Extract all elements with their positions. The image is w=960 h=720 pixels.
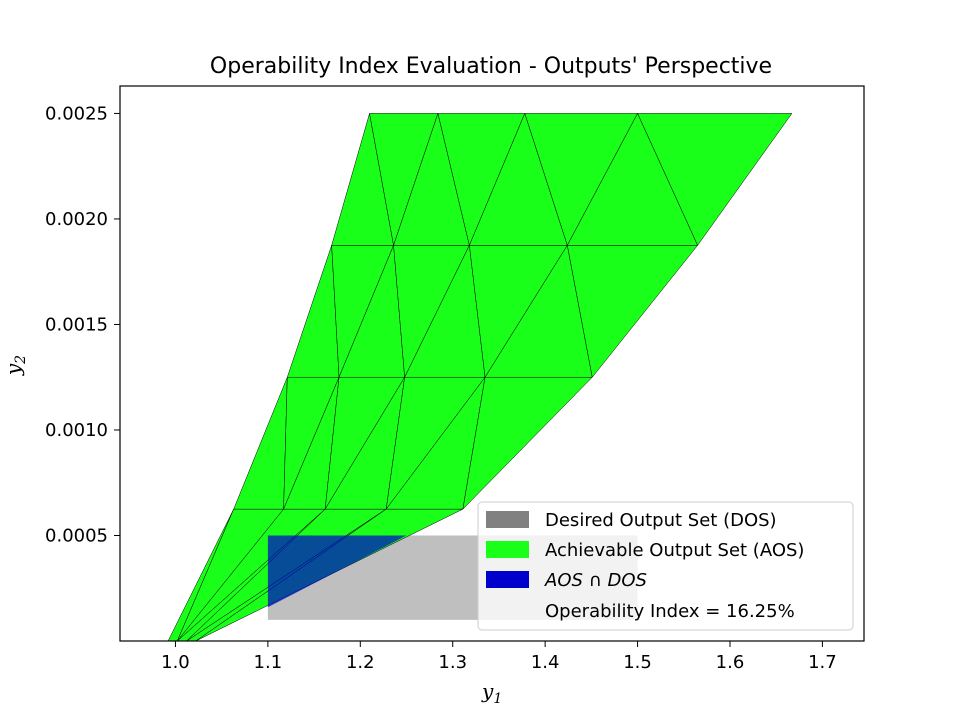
aos-triangle-14 [462, 376, 593, 510]
legend-frame [477, 501, 854, 631]
legend-swatch-aos [486, 541, 529, 558]
plot-content [167, 113, 793, 641]
legend: Desired Output Set (DOS) Achievable Outp… [477, 501, 854, 631]
x-tick-label-0: 1.0 [161, 652, 190, 673]
legend-label-dos: Desired Output Set (DOS) [545, 510, 777, 531]
y-tick-label-1: 0.0010 [45, 420, 108, 441]
legend-label-intersection: AOS ∩ DOS [544, 570, 647, 591]
plot-frame [119, 85, 865, 642]
y-axis-label-main: y [1, 363, 25, 376]
x-tick-label-4: 1.4 [531, 652, 560, 673]
chart-title: Operability Index Evaluation - Outputs' … [210, 54, 772, 79]
legend-label-aos: Achievable Output Set (AOS) [545, 540, 804, 561]
legend-swatch-intersection [486, 571, 529, 588]
aos-triangle-15 [287, 245, 340, 378]
x-axis-label: y1 [481, 679, 502, 707]
x-axis-label-subscript: 1 [493, 691, 502, 707]
x-tick-label-5: 1.5 [623, 652, 652, 673]
y-axis-label-subscript: 2 [13, 355, 29, 365]
plot-area [167, 113, 793, 641]
legend-operability-index: Operability Index = 16.25% [545, 601, 795, 622]
aos-triangle-30 [637, 113, 793, 246]
legend-swatch-dos [486, 511, 529, 528]
x-tick-label-7: 1.7 [808, 652, 837, 673]
x-tick-label-1: 1.1 [254, 652, 283, 673]
intersection-region [267, 535, 407, 608]
x-axis-label-main: y [481, 679, 494, 703]
y-axis: 0.0005 0.0010 0.0015 0.0020 0.0025 [45, 103, 120, 546]
y-tick-label-2: 0.0015 [45, 314, 108, 335]
y-axis-label: y2 [1, 355, 29, 376]
y-tick-label-3: 0.0020 [45, 209, 108, 230]
x-tick-label-3: 1.3 [438, 652, 467, 673]
x-axis: 1.0 1.1 1.2 1.3 1.4 1.5 1.6 1.7 [161, 641, 837, 673]
y-tick-label-4: 0.0025 [45, 103, 108, 124]
x-tick-label-2: 1.2 [346, 652, 375, 673]
aos-triangle-7 [233, 376, 288, 510]
y-tick-label-0: 0.0005 [45, 525, 108, 546]
x-tick-label-6: 1.6 [716, 652, 745, 673]
